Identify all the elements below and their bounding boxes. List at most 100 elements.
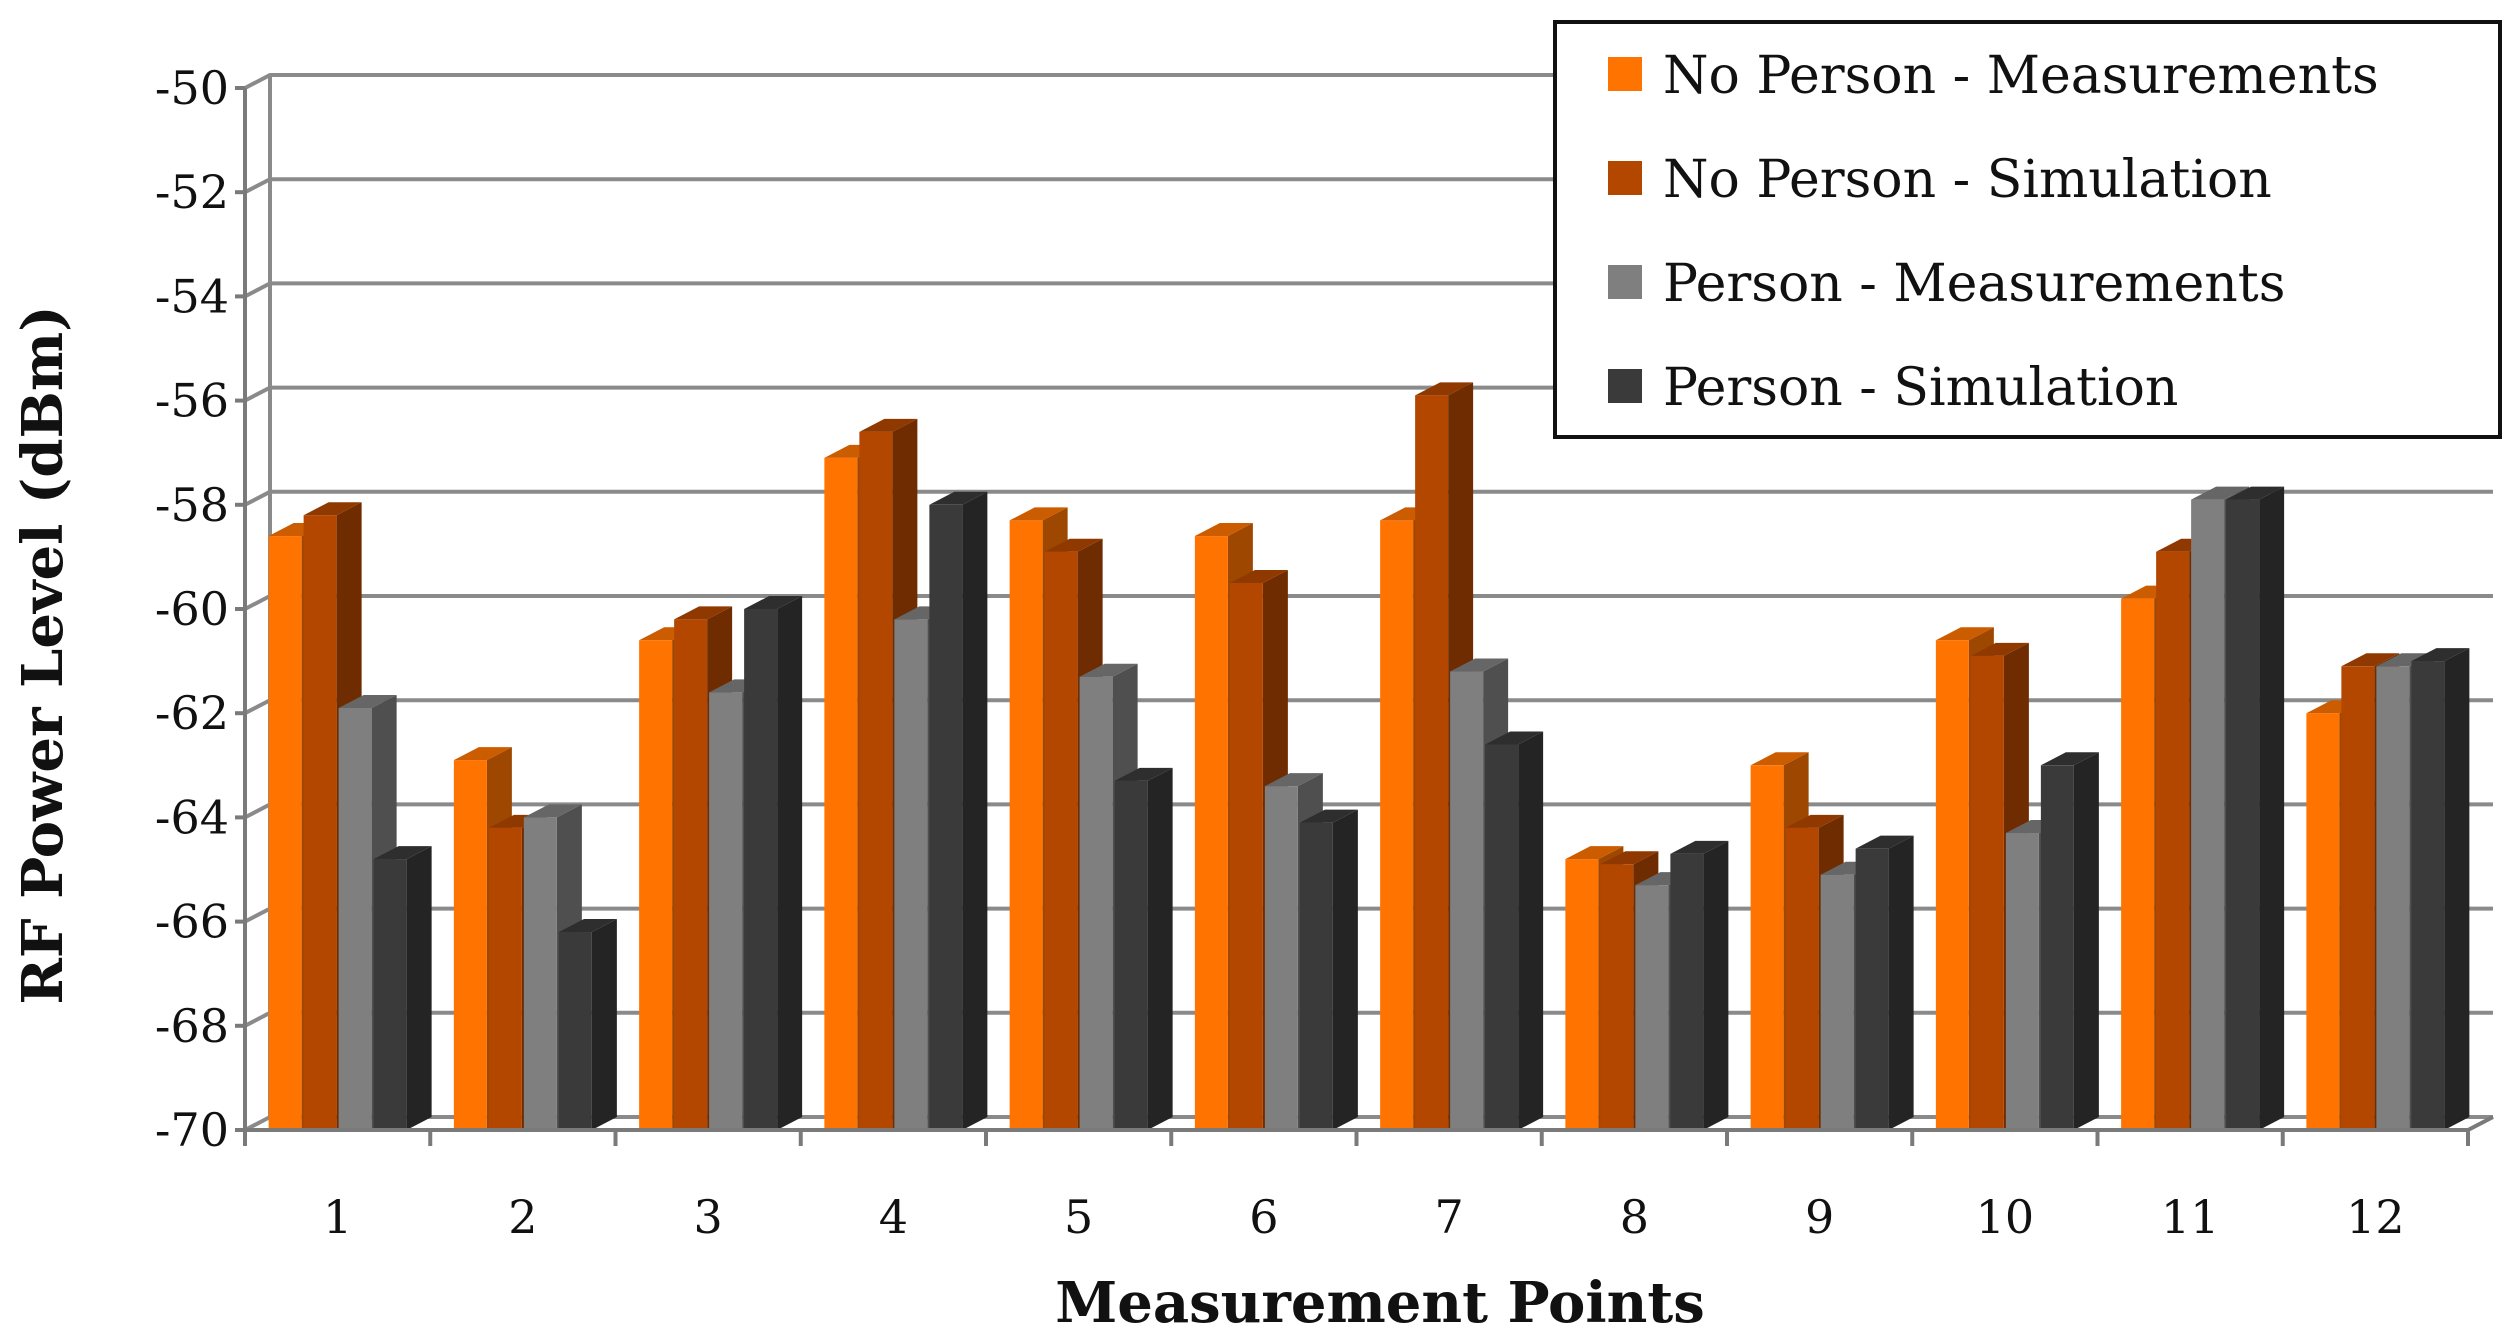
bar-front <box>523 817 557 1130</box>
bar <box>1114 767 1173 1130</box>
bar-top <box>558 919 617 933</box>
bar-front <box>2341 666 2375 1130</box>
bar-front <box>1485 744 1519 1130</box>
bar-top <box>1785 814 1844 828</box>
bar-front <box>488 827 522 1130</box>
bar-front <box>1935 640 1969 1130</box>
y-tick-label: -56 <box>155 374 229 428</box>
bar-top <box>929 491 988 505</box>
bar-top <box>1264 773 1323 787</box>
y-tick-label: -62 <box>155 686 229 740</box>
bar-side <box>2444 648 2470 1130</box>
bar-top <box>1450 658 1509 672</box>
bar-front <box>373 859 407 1130</box>
bar-front <box>303 515 337 1130</box>
bar-top <box>2226 486 2285 500</box>
bar-top <box>1299 809 1358 823</box>
bar <box>2040 752 2099 1130</box>
bar-top <box>1600 851 1659 865</box>
legend-entry: No Person - Simulation <box>1608 150 2272 210</box>
bar-side <box>962 491 988 1130</box>
bar-top <box>1750 752 1809 766</box>
bar-front <box>2005 833 2039 1130</box>
bar-front <box>558 932 592 1130</box>
bar-front <box>2040 765 2074 1130</box>
bar-front <box>1670 853 1704 1130</box>
bar-front <box>268 536 302 1130</box>
bar-top <box>1009 507 1068 521</box>
bar-front <box>674 619 708 1130</box>
bar <box>1299 809 1358 1130</box>
y-tick-label: -60 <box>155 582 229 636</box>
bar-top <box>744 596 803 609</box>
legend-label: No Person - Measurements <box>1663 46 2379 106</box>
bar-side <box>2073 752 2099 1130</box>
bar-side <box>1147 767 1173 1130</box>
y-axis-title: RF Power Level (dBm) <box>10 305 76 1004</box>
bar-front <box>1380 520 1414 1130</box>
bar-top <box>1044 538 1103 552</box>
bar-top <box>859 418 918 432</box>
legend-swatch <box>1608 57 1642 91</box>
legend-entry: No Person - Measurements <box>1608 46 2379 106</box>
bar-top <box>2376 653 2435 667</box>
bar-side <box>1518 731 1544 1130</box>
bar-front <box>1855 848 1889 1130</box>
bar-top <box>2040 752 2099 766</box>
bar-side <box>1703 840 1729 1130</box>
bar-top <box>1485 731 1544 745</box>
x-axis-title: Measurement Points <box>1055 1270 1705 1336</box>
y-tick-label: -58 <box>155 478 229 532</box>
legend-box <box>1553 20 2502 439</box>
bar-front <box>1565 859 1599 1130</box>
bar-front <box>859 431 893 1130</box>
bar-top <box>453 747 512 761</box>
x-tick-label: 2 <box>508 1190 537 1244</box>
bar-side <box>2259 486 2285 1131</box>
bar-front <box>1820 874 1854 1130</box>
y-tick-label: -70 <box>155 1103 229 1157</box>
axes <box>235 86 2494 1146</box>
x-tick-label: 6 <box>1249 1190 1278 1244</box>
y-tick-label: -64 <box>155 790 229 844</box>
y-tick-label: -52 <box>155 165 229 219</box>
bar-top <box>1114 767 1173 781</box>
bar-side <box>406 846 432 1130</box>
bar-top <box>2191 486 2250 500</box>
legend-swatch <box>1608 161 1642 195</box>
bar-front <box>2411 661 2445 1130</box>
bar <box>929 491 988 1130</box>
bar-front <box>709 692 743 1130</box>
bar-series-group <box>268 382 2470 1131</box>
x-tick-label: 10 <box>1976 1190 2035 1244</box>
bar-top <box>2341 653 2400 667</box>
bar-top <box>1670 840 1729 854</box>
bar-top <box>1229 569 1288 583</box>
bar-front <box>1264 786 1298 1130</box>
x-tick-label: 12 <box>2346 1190 2405 1244</box>
bar-front <box>1194 536 1228 1130</box>
bar-front <box>1750 765 1784 1130</box>
x-tick-label: 3 <box>693 1190 722 1244</box>
bar-front <box>338 707 372 1130</box>
bar-front <box>744 609 778 1130</box>
bar-front <box>453 760 487 1130</box>
legend: No Person - Measurements No Person - Simu… <box>1553 20 2502 439</box>
y-tick-label: -50 <box>155 61 229 115</box>
bar <box>558 919 617 1130</box>
legend-label: Person - Simulation <box>1663 358 2178 418</box>
bar-front <box>1009 520 1043 1130</box>
bar-front <box>1970 655 2004 1130</box>
x-tick-label: 11 <box>2161 1190 2220 1244</box>
bar-top <box>523 804 582 818</box>
bar <box>1485 731 1544 1130</box>
bar-top <box>1855 835 1914 849</box>
gridline <box>244 489 2493 507</box>
legend-label: Person - Measurements <box>1663 254 2285 314</box>
bar-front <box>2121 598 2155 1130</box>
bar-front <box>2376 666 2410 1130</box>
bar-front <box>1415 395 1449 1130</box>
bar-top <box>303 502 362 516</box>
bar <box>2226 486 2285 1131</box>
